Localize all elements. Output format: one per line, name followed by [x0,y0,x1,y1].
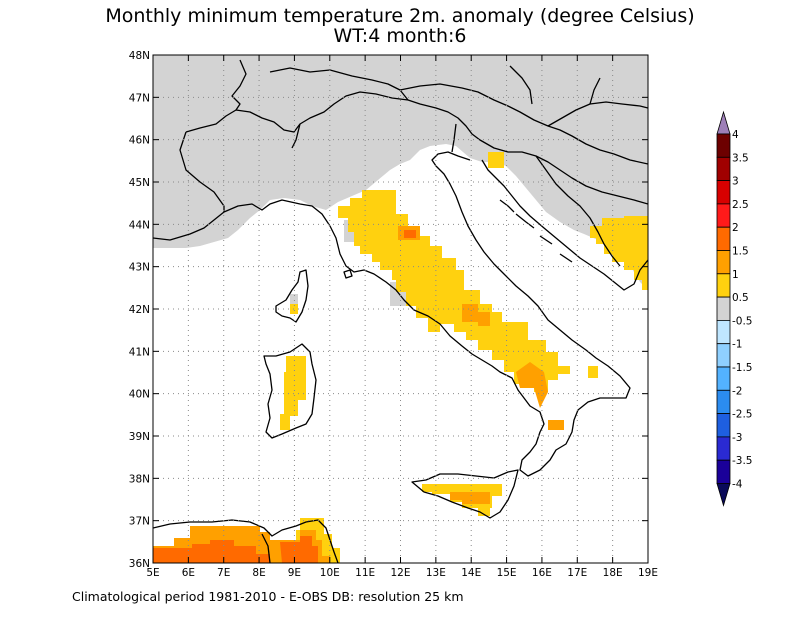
x-tick-label: 19E [638,567,658,579]
x-axis: 5E 6E 7E 8E 9E 10E 11E 12E 13E 14E 15E 16E 17E 18E 19E [146,55,658,579]
colorbar-label: 2 [732,222,739,234]
anomaly-darkorange-africa [153,540,270,563]
colorbar-label: 1.5 [732,246,749,258]
colorbar: 4 3.5 3 2.5 2 1.5 1 0.5 -0.5 -1 -1.5 -2 -2.5 -3 -3.5 -4 [716,110,753,507]
anomaly-orange-basilicata [516,362,548,408]
colorbar-band [716,180,731,205]
colorbar-band [716,203,731,228]
anomaly-yellow-calabria [548,420,564,430]
colorbar-band [716,250,731,275]
anomaly-darkorange-tuscany [404,230,416,238]
colorbar-label: -3.5 [732,455,753,467]
colorbar-band [716,343,731,368]
y-tick-label: 36N [129,558,150,570]
y-tick-label: 44N [129,219,150,231]
colorbar-band [716,319,731,345]
colorbar-band [716,226,731,251]
x-tick-label: 18E [603,567,623,579]
y-tick-label: 48N [129,50,150,62]
y-axis: 36N 37N 38N 39N 40N 41N 42N 43N 44N 45N 46N 47N 48N [129,50,648,570]
colorbar-band [716,133,731,158]
anomaly-yellow-puglia-tip [588,366,598,378]
colorbar-label: -1.5 [732,362,753,374]
x-tick-label: 13E [426,567,446,579]
colorbar-band [716,459,731,484]
x-tick-label: 11E [355,567,375,579]
colorbar-band [716,366,731,391]
colorbar-label: 4 [732,129,739,141]
y-tick-label: 47N [129,92,150,104]
y-tick-label: 46N [129,135,150,147]
x-tick-label: 15E [497,567,517,579]
anomaly-yellow-balkans [590,216,648,290]
colorbar-band [716,273,731,298]
colorbar-band [716,156,731,182]
map-subtitle: WT:4 month:6 [333,25,467,47]
x-tick-label: 17E [567,567,587,579]
colorbar-label: -3 [732,432,742,444]
anomaly-orange-sicily [450,492,490,504]
x-tick-label: 6E [182,567,195,579]
y-tick-label: 37N [129,516,150,528]
x-tick-label: 16E [532,567,552,579]
colorbar-label: 2.5 [732,199,749,211]
anomaly-yellow-sardinia [280,356,306,430]
x-tick-label: 12E [391,567,411,579]
gray-patch-corsica [290,294,298,304]
y-tick-label: 39N [129,431,150,443]
colorbar-band [716,413,731,438]
x-tick-label: 9E [288,567,301,579]
y-tick-label: 45N [129,177,150,189]
colorbar-label: 0.5 [732,292,749,304]
x-tick-label: 8E [252,567,265,579]
y-tick-label: 40N [129,389,150,401]
colorbar-label: 3 [732,176,739,188]
colorbar-label: -0.5 [732,315,753,327]
colorbar-overflow-low [716,483,731,507]
x-tick-label: 5E [146,567,159,579]
x-tick-label: 14E [461,567,481,579]
colorbar-label: 1 [732,269,739,281]
colorbar-label: -1 [732,339,742,351]
x-tick-label: 10E [320,567,340,579]
y-tick-label: 38N [129,473,150,485]
coastlines [153,59,648,563]
map-title: Monthly minimum temperature 2m. anomaly … [105,5,695,27]
anomaly-darkorange-tunisia [280,536,318,563]
y-tick-label: 43N [129,262,150,274]
colorbar-band [716,436,731,461]
x-tick-label: 7E [217,567,230,579]
colorbar-label: -2.5 [732,409,753,421]
colorbar-label: -2 [732,385,742,397]
footer-note: Climatological period 1981-2010 - E-OBS … [72,589,464,604]
y-tick-label: 42N [129,304,150,316]
colorbar-label: 3.5 [732,152,749,164]
colorbar-overflow-high [716,110,731,135]
y-tick-label: 41N [129,346,150,358]
anomaly-yellow-istria [488,152,504,168]
colorbar-band [716,389,731,414]
colorbar-band [716,296,731,321]
colorbar-label: -4 [732,479,743,491]
anomaly-yellow-apennines [338,190,570,392]
